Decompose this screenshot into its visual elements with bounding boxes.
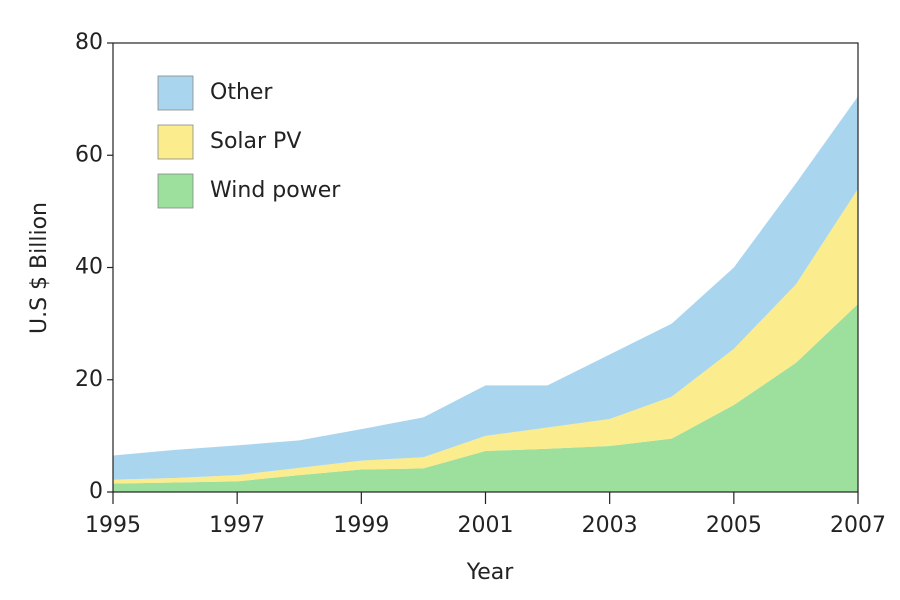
area [113,96,858,480]
x-tick-label: 2001 [458,513,514,538]
y-tick-label: 80 [75,30,103,55]
legend-swatch [157,75,194,111]
legend-label: Solar PV [210,129,301,154]
x-tick-label: 2003 [582,513,638,538]
x-tick-label: 1999 [333,513,389,538]
x-tick-label: 2007 [830,513,886,538]
legend-swatch [157,124,194,160]
legend-label: Wind power [210,178,341,203]
x-tick-label: 1995 [85,513,141,538]
x-tick-label: 1997 [209,513,265,538]
y-tick-label: 20 [75,367,103,392]
x-tick-label: 2005 [706,513,762,538]
y-axis-label: U.S $ Billion [27,202,52,334]
y-tick-label: 60 [75,142,103,167]
area [113,188,858,484]
y-tick-label: 0 [89,479,103,504]
area [113,303,858,492]
y-tick-label: 40 [75,255,103,280]
legend-swatch [157,173,194,209]
x-axis-label: Year [466,560,515,585]
legend-label: Other [210,80,273,105]
